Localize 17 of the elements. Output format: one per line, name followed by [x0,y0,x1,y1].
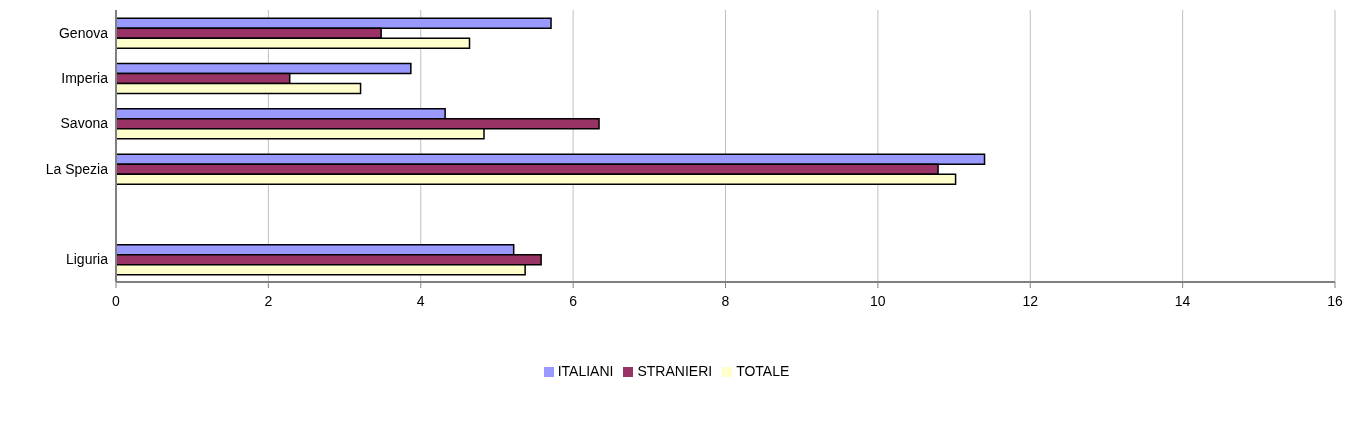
y-tick-label: Imperia [61,69,109,86]
x-tick-label: 16 [1327,292,1343,309]
x-tick-label: 12 [1022,292,1039,309]
y-tick-label: La Spezia [45,160,109,177]
x-tick-label: 14 [1174,292,1191,309]
y-tick-label: Liguria [65,251,109,268]
x-tick-label: 0 [112,292,121,309]
x-tick-label: 6 [569,292,578,309]
y-tick-label: Savona [60,115,109,132]
x-tick-label: 10 [870,292,886,309]
y-tick-label: Genova [58,24,109,41]
legend-label: ITALIANI [557,363,614,379]
legend-label: TOTALE [736,363,790,379]
x-tick-label: 2 [264,292,273,309]
legend-label: STRANIERI [637,363,713,379]
x-tick-label: 4 [416,292,425,309]
x-tick-label: 8 [721,292,730,309]
